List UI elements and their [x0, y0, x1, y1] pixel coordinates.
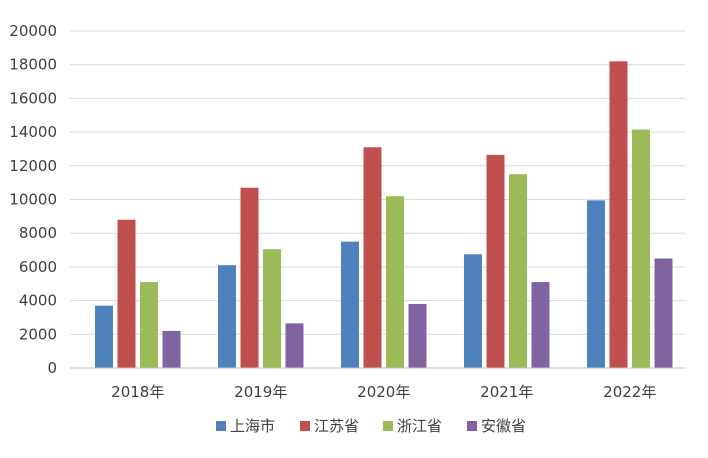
bar-4-4 — [531, 282, 550, 368]
bar-3-1 — [140, 282, 158, 368]
legend-item: 浙江省 — [383, 417, 442, 435]
legend-item: 江苏省 — [300, 417, 359, 435]
y-tick-label: 12000 — [9, 157, 57, 175]
x-tick-label: 2018年 — [111, 383, 164, 401]
bar-2-5 — [609, 61, 628, 369]
x-tick-label: 2020年 — [357, 383, 410, 401]
y-tick-label: 6000 — [19, 258, 57, 276]
y-tick-label: 8000 — [19, 224, 57, 242]
bars — [95, 61, 673, 369]
bar-4-5 — [654, 258, 673, 368]
bar-4-2 — [285, 323, 304, 368]
bar-3-5 — [632, 129, 650, 368]
x-tick-label: 2021年 — [480, 383, 533, 401]
legend-swatch — [300, 421, 310, 431]
bar-4-3 — [408, 303, 427, 368]
bar-4-1 — [162, 330, 181, 368]
x-tick-label: 2022年 — [603, 383, 656, 401]
bar-3-3 — [386, 196, 404, 368]
legend-swatch — [216, 421, 226, 431]
x-tick-label: 2019年 — [234, 383, 287, 401]
legend-item: 安徽省 — [467, 417, 526, 435]
y-tick-label: 10000 — [9, 191, 57, 209]
y-tick-label: 16000 — [9, 89, 57, 107]
legend-swatch — [467, 421, 477, 431]
bar-3-2 — [263, 249, 281, 368]
legend-label: 浙江省 — [397, 417, 442, 435]
y-tick-label: 2000 — [19, 325, 57, 343]
bar-1-5 — [587, 200, 605, 368]
y-axis-ticks: 0 2000 4000 6000 8000 10000 12000 14000 16000 180… — [9, 22, 57, 377]
x-axis: 2018年 2019年 2020年 2021年 2022年 — [70, 367, 685, 401]
bar-2-2 — [240, 187, 259, 368]
legend-swatch — [383, 421, 393, 431]
bar-1-4 — [464, 254, 482, 368]
y-tick-label: 20000 — [9, 22, 57, 40]
bar-1-2 — [218, 265, 236, 368]
bar-2-3 — [363, 147, 382, 368]
legend-item: 上海市 — [216, 417, 275, 435]
bar-2-1 — [117, 219, 136, 368]
y-tick-label: 18000 — [9, 56, 57, 74]
legend-label: 上海市 — [230, 417, 275, 435]
legend-label: 江苏省 — [314, 417, 359, 435]
bar-2-4 — [486, 154, 505, 368]
y-tick-label: 4000 — [19, 292, 57, 310]
bar-1-1 — [95, 305, 113, 368]
bar-1-3 — [341, 241, 359, 368]
legend-label: 安徽省 — [481, 417, 526, 435]
y-tick-label: 0 — [47, 359, 57, 377]
bar-3-4 — [509, 174, 527, 368]
legend: 上海市 江苏省 浙江省 安徽省 — [216, 417, 526, 435]
y-tick-label: 14000 — [9, 123, 57, 141]
